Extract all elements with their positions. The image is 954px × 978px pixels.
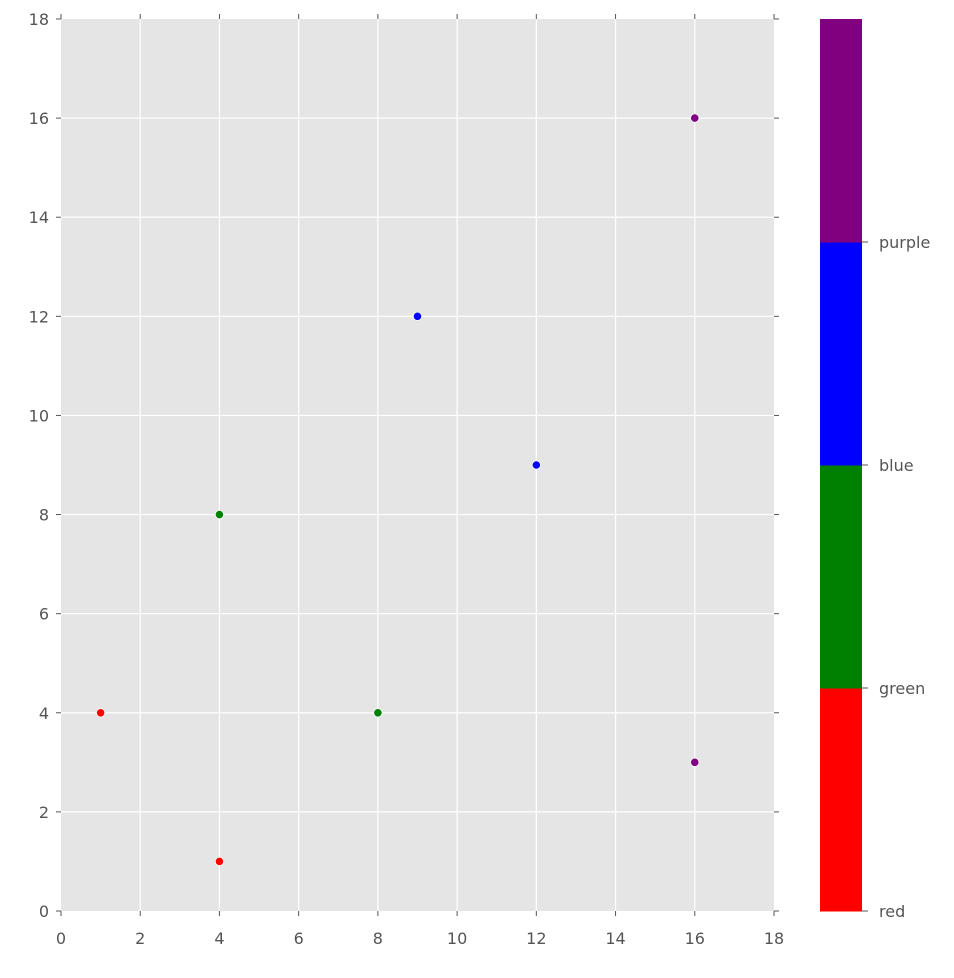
y-tick-label: 14 xyxy=(29,208,49,227)
colorbar-label-green: green xyxy=(879,679,925,698)
y-tick-label: 4 xyxy=(39,704,49,723)
x-tick-label: 8 xyxy=(373,929,383,948)
x-tick-label: 18 xyxy=(764,929,784,948)
x-tick-label: 16 xyxy=(685,929,705,948)
y-tick-label: 12 xyxy=(29,307,49,326)
x-tick-label: 14 xyxy=(605,929,625,948)
colorbar-segment-blue xyxy=(820,242,862,466)
x-tick-label: 2 xyxy=(135,929,145,948)
data-point-purple xyxy=(690,113,700,123)
colorbar-segment-red xyxy=(820,688,862,912)
data-point-green xyxy=(214,509,225,520)
y-tick-label: 6 xyxy=(39,605,49,624)
data-point-red xyxy=(214,856,225,867)
y-tick-label: 10 xyxy=(29,406,49,425)
colorbar-segment-purple xyxy=(820,19,862,243)
x-tick-label: 12 xyxy=(526,929,546,948)
data-point-blue xyxy=(531,460,541,470)
y-axis-tick-labels: 0 2 4 6 8 10 12 14 16 18 xyxy=(29,10,49,921)
axis-ticks xyxy=(56,14,779,916)
data-point-red xyxy=(96,708,106,718)
y-tick-label: 8 xyxy=(39,506,49,525)
data-points xyxy=(96,113,700,867)
data-point-blue xyxy=(412,311,423,321)
data-point-purple xyxy=(690,757,700,767)
x-axis-tick-labels: 0 2 4 6 8 10 12 14 16 18 xyxy=(56,929,784,948)
x-tick-label: 10 xyxy=(447,929,467,948)
colorbar-tick-labels: red green blue purple xyxy=(862,233,930,921)
colorbar-label-blue: blue xyxy=(879,456,914,475)
colorbar-segment-green xyxy=(820,465,862,689)
colorbar-label-red: red xyxy=(879,902,905,921)
colorbar xyxy=(820,19,862,912)
x-tick-label: 4 xyxy=(214,929,224,948)
y-tick-label: 18 xyxy=(29,10,49,29)
x-tick-label: 6 xyxy=(294,929,304,948)
data-point-green xyxy=(373,708,383,718)
plot-area xyxy=(61,19,774,911)
y-tick-label: 0 xyxy=(39,902,49,921)
y-tick-label: 2 xyxy=(39,803,49,822)
y-tick-label: 16 xyxy=(29,109,49,128)
x-tick-label: 0 xyxy=(56,929,66,948)
colorbar-label-purple: purple xyxy=(879,233,930,252)
